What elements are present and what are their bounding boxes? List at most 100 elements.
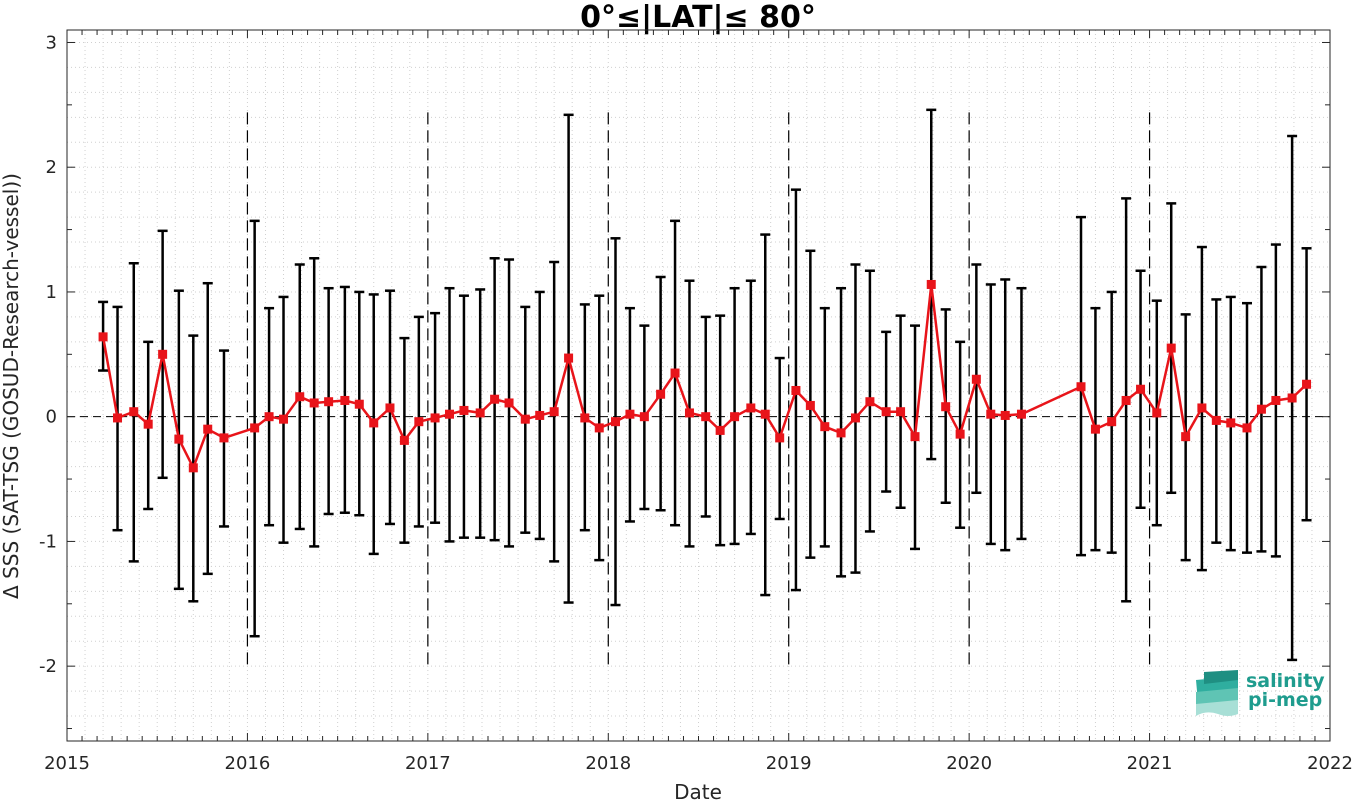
x-tick-label: 2015 xyxy=(44,753,90,774)
data-point-marker xyxy=(594,423,604,433)
data-point-marker xyxy=(1090,424,1100,434)
data-point-marker xyxy=(113,413,123,423)
data-point-marker xyxy=(865,397,875,407)
x-axis-title: Date xyxy=(674,780,722,801)
data-point-marker xyxy=(203,424,213,434)
data-point-marker xyxy=(445,409,455,419)
data-point-marker xyxy=(850,413,860,423)
data-point-marker xyxy=(656,389,666,399)
data-point-marker xyxy=(941,402,951,412)
data-point-marker xyxy=(1271,395,1281,405)
data-point-marker xyxy=(1211,415,1221,425)
data-point-marker xyxy=(414,417,424,427)
x-tick-label: 2017 xyxy=(405,753,451,774)
x-tick-label: 2016 xyxy=(225,753,271,774)
data-point-marker xyxy=(549,407,559,417)
x-tick-label: 2019 xyxy=(766,753,812,774)
data-point-marker xyxy=(1136,384,1146,394)
data-point-marker xyxy=(611,417,621,427)
data-point-marker xyxy=(279,414,289,424)
axes: 2015 2016 2017 2018 2019 2020 2021 2022 -2 -1 0 1 2 3 xyxy=(39,30,1353,774)
data-point-marker xyxy=(1166,343,1176,353)
data-point-marker xyxy=(775,433,785,443)
data-point-marker xyxy=(580,413,590,423)
data-point-marker xyxy=(1242,423,1252,433)
data-point-marker xyxy=(926,279,936,289)
data-point-marker xyxy=(369,418,379,428)
data-point-marker xyxy=(1197,403,1207,413)
data-point-marker xyxy=(639,412,649,422)
data-point-marker xyxy=(1256,404,1266,414)
data-point-marker xyxy=(504,398,514,408)
data-point-marker xyxy=(701,412,711,422)
x-tick-label: 2020 xyxy=(946,753,992,774)
grid xyxy=(66,30,1331,742)
data-point-marker xyxy=(760,409,770,419)
data-point-marker xyxy=(955,429,965,439)
data-point-marker xyxy=(1121,395,1131,405)
data-point-marker xyxy=(188,463,198,473)
data-point-marker xyxy=(520,414,530,424)
data-point-marker xyxy=(219,433,229,443)
x-tick-label: 2022 xyxy=(1307,753,1353,774)
data-point-marker xyxy=(1302,379,1312,389)
chart-title: 0°≤|LAT|≤ 80° xyxy=(580,0,816,35)
data-point-marker xyxy=(385,403,395,413)
x-tick-label: 2021 xyxy=(1127,753,1173,774)
data-point-marker xyxy=(1181,432,1191,442)
data-point-marker xyxy=(250,423,260,433)
data-point-marker xyxy=(490,394,500,404)
y-tick-label: 3 xyxy=(46,32,57,53)
data-point-marker xyxy=(475,408,485,418)
data-point-marker xyxy=(1226,418,1236,428)
data-point-marker xyxy=(295,392,305,402)
data-point-marker xyxy=(430,413,440,423)
data-point-marker xyxy=(340,395,350,405)
data-point-marker xyxy=(1000,410,1010,420)
y-axis-title: Δ SSS (SAT-TSG (GOSUD-Research-vessel)) xyxy=(0,173,23,599)
error-bar xyxy=(458,294,469,539)
data-point-marker xyxy=(820,422,830,432)
data-point-marker xyxy=(309,398,319,408)
data-point-marker xyxy=(836,428,846,438)
data-point-marker xyxy=(881,407,891,417)
data-point-marker xyxy=(535,410,545,420)
data-point-marker xyxy=(1107,417,1117,427)
data-point-marker xyxy=(264,412,274,422)
data-point-marker xyxy=(459,405,469,415)
y-tick-label: -1 xyxy=(39,531,57,552)
data-point-marker xyxy=(791,385,801,395)
salinity-pi-mep-logo: salinity pi-mep xyxy=(1196,670,1325,716)
data-point-marker xyxy=(805,400,815,410)
y-tick-label: 1 xyxy=(46,282,57,303)
y-tick-label: -2 xyxy=(39,656,57,677)
data-point-marker xyxy=(98,332,108,342)
y-tick-label: 2 xyxy=(46,157,57,178)
data-point-marker xyxy=(1287,393,1297,403)
data-point-marker xyxy=(399,435,409,445)
data-marks xyxy=(98,108,1312,662)
data-point-marker xyxy=(354,399,364,409)
data-point-marker xyxy=(746,403,756,413)
y-tick-label: 0 xyxy=(46,407,57,428)
data-point-marker xyxy=(564,353,574,363)
data-point-marker xyxy=(143,419,153,429)
data-point-marker xyxy=(986,409,996,419)
data-point-marker xyxy=(1016,409,1026,419)
data-point-marker xyxy=(1152,408,1162,418)
data-point-marker xyxy=(730,412,740,422)
data-point-marker xyxy=(158,349,168,359)
data-point-marker xyxy=(684,408,694,418)
data-point-marker xyxy=(896,407,906,417)
data-point-marker xyxy=(971,374,981,384)
data-point-marker xyxy=(129,407,139,417)
logo-line2: pi-mep xyxy=(1248,689,1322,711)
data-point-marker xyxy=(324,397,334,407)
data-point-marker xyxy=(1076,382,1086,392)
logo-wave-icon xyxy=(1196,670,1238,716)
logo-line1: salinity xyxy=(1246,670,1325,692)
data-point-marker xyxy=(715,425,725,435)
data-point-marker xyxy=(625,409,635,419)
data-point-marker xyxy=(910,432,920,442)
